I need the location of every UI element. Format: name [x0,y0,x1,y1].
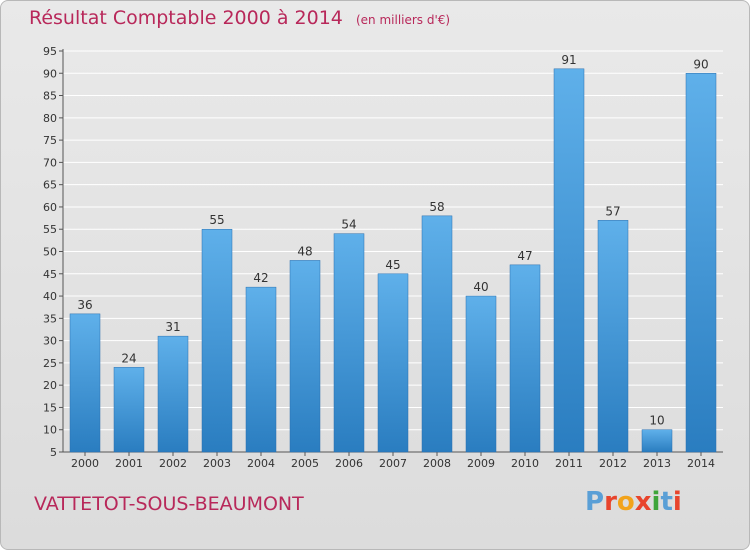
x-tick-label: 2001 [115,457,143,470]
bar [113,367,145,453]
x-tick-label: 2005 [291,457,319,470]
place-name: VATTETOT-SOUS-BEAUMONT [34,493,304,515]
data-label: 24 [121,351,136,365]
y-tick-label: 10 [43,424,57,437]
data-label: 31 [165,320,180,334]
bar [289,260,321,453]
y-tick-label: 25 [43,357,57,370]
bar [69,313,101,453]
bar [641,429,673,453]
bar [245,286,277,453]
data-label: 10 [649,414,664,428]
x-tick-label: 2013 [643,457,671,470]
bar [377,273,409,453]
bar [333,233,365,453]
logo-letter: i [672,487,682,517]
logo-letter: x [634,487,652,517]
y-tick-label: 75 [43,134,57,147]
logo-letter: r [604,487,617,517]
data-label: 40 [473,280,488,294]
data-label: 36 [77,298,92,312]
data-label: 90 [693,57,708,71]
chart-title: Résultat Comptable 2000 à 2014 [29,7,343,29]
x-tick-label: 2006 [335,457,363,470]
y-tick-label: 90 [43,67,57,80]
chart-title-group: Résultat Comptable 2000 à 2014 (en milli… [29,7,450,29]
bar [597,220,629,453]
y-tick-label: 45 [43,268,57,281]
y-tick-label: 95 [43,45,57,58]
bar [201,228,233,453]
x-tick-label: 2000 [71,457,99,470]
x-tick-label: 2007 [379,457,407,470]
bar [685,73,717,453]
data-label: 54 [341,218,356,232]
x-tick-label: 2002 [159,457,187,470]
x-tick-label: 2003 [203,457,231,470]
y-tick-label: 60 [43,201,57,214]
bar [553,68,585,453]
x-tick-label: 2014 [687,457,715,470]
bar [509,264,541,453]
data-label: 42 [253,271,268,285]
x-tick-label: 2011 [555,457,583,470]
logo-letter: P [585,487,605,517]
y-tick-label: 30 [43,335,57,348]
x-tick-label: 2004 [247,457,275,470]
y-tick-label: 40 [43,290,57,303]
y-tick-label: 70 [43,156,57,169]
y-tick-label: 5 [50,446,57,459]
bar [157,335,189,453]
y-tick-label: 85 [43,90,57,103]
chart-subtitle: (en milliers d'€) [355,13,451,27]
y-tick-label: 15 [43,401,57,414]
logo-letter: i [651,487,661,517]
labels: 5 10 15 20 25 30 35 40 45 50 55 60 65 70 75 80 85 90 95 36 2… [43,45,715,470]
x-tick-label: 2012 [599,457,627,470]
data-label: 91 [561,53,576,67]
x-tick-label: 2009 [467,457,495,470]
data-label: 47 [517,249,532,263]
data-label: 58 [429,200,444,214]
data-label: 45 [385,258,400,272]
bar [465,295,497,453]
y-tick-label: 35 [43,312,57,325]
x-tick-label: 2008 [423,457,451,470]
y-tick-label: 65 [43,179,57,192]
data-label: 57 [605,204,620,218]
data-label: 48 [297,244,312,258]
x-tick-label: 2010 [511,457,539,470]
y-tick-label: 55 [43,223,57,236]
y-tick-label: 50 [43,246,57,259]
logo-letter: o [616,487,635,517]
bars [69,68,717,453]
proxiti-logo: Proxiti [585,487,682,517]
bar [421,215,453,453]
logo-letter: t [660,487,673,517]
y-tick-label: 20 [43,379,57,392]
y-tick-label: 80 [43,112,57,125]
data-label: 55 [209,213,224,227]
